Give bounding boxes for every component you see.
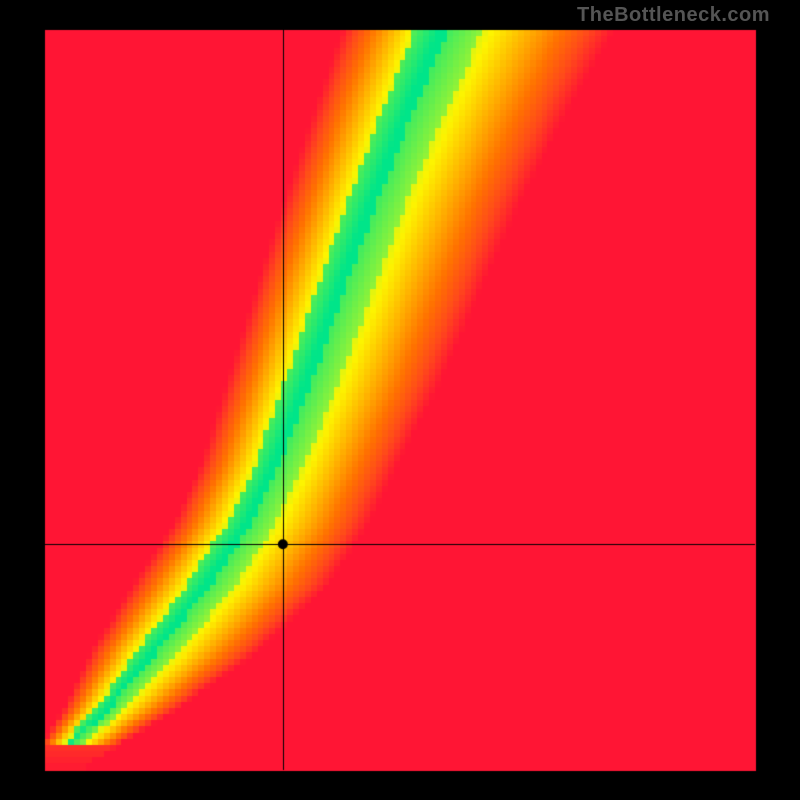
heatmap-canvas — [0, 0, 800, 800]
watermark-text: TheBottleneck.com — [577, 4, 770, 27]
chart-container: TheBottleneck.com — [0, 0, 800, 800]
